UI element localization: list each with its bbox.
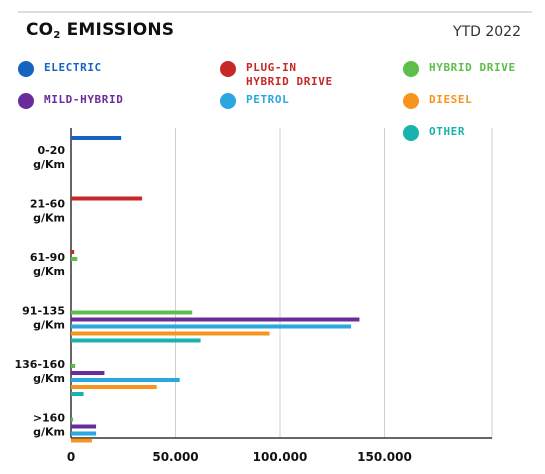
bar [71,392,84,396]
chart-period: YTD 2022 [453,24,521,40]
legend-swatch-plug-in-hybrid [220,61,236,77]
category-label: g/Km [33,426,65,439]
legend-swatch-hybrid-drive [403,61,419,77]
bar [71,424,97,429]
bar [71,331,270,336]
bar [71,196,143,201]
bar [71,371,105,375]
bar [71,136,122,140]
bar [71,438,92,443]
bar [71,257,78,261]
bar [71,431,97,436]
category-label: 91-135 [22,305,65,318]
legend-item-plug-in-hybrid[interactable]: PLUG-IN HYBRID DRIVE [220,61,333,89]
x-tick-label: 0 [67,450,75,464]
legend-label-diesel: DIESEL [429,93,473,106]
legend-swatch-electric [18,61,34,77]
x-tick-label: 50.000 [152,450,198,464]
legend-item-diesel[interactable]: DIESEL [403,93,472,109]
category-label: g/Km [33,212,65,225]
bar [71,378,180,382]
x-tick-label: 100.000 [253,450,308,464]
category-label: g/Km [33,265,65,278]
category-label: 61-90 [30,251,66,264]
bar [71,338,201,343]
category-label: >160 [33,412,66,425]
bar [71,310,193,315]
legend-label-plug-in-hybrid: PLUG-IN HYBRID DRIVE [246,61,333,88]
legend-item-electric[interactable]: ELECTRIC [18,61,102,77]
chart-title: CO2 EMISSIONS [26,20,175,41]
legend-item-petrol[interactable]: PETROL [220,93,289,109]
bar [71,250,75,254]
legend-label-other: OTHER [429,125,466,138]
category-label: g/Km [33,319,65,332]
category-label: 21-60 [30,198,66,211]
legend-label-electric: ELECTRIC [44,61,102,74]
category-label: 0-20 [37,144,65,157]
bar [71,324,352,329]
legend-label-hybrid-drive: HYBRID DRIVE [429,61,516,74]
legend-swatch-other [403,125,419,141]
category-label: g/Km [33,372,65,385]
legend-swatch-mild-hybrid [18,93,34,109]
bar [71,317,360,322]
category-label: 136-160 [15,358,66,371]
legend-item-hybrid-drive[interactable]: HYBRID DRIVE [403,61,516,77]
bar [71,364,76,368]
legend-item-other[interactable]: OTHER [403,125,465,141]
bar [71,417,74,422]
category-label: g/Km [33,158,65,171]
legend-label-mild-hybrid: MILD-HYBRID [44,93,124,106]
x-tick-label: 150.000 [357,450,412,464]
legend-label-petrol: PETROL [246,93,290,106]
header-divider [18,11,532,13]
legend-item-mild-hybrid[interactable]: MILD-HYBRID [18,93,123,109]
legend-swatch-diesel [403,93,419,109]
legend-swatch-petrol [220,93,236,109]
bar [71,385,157,389]
